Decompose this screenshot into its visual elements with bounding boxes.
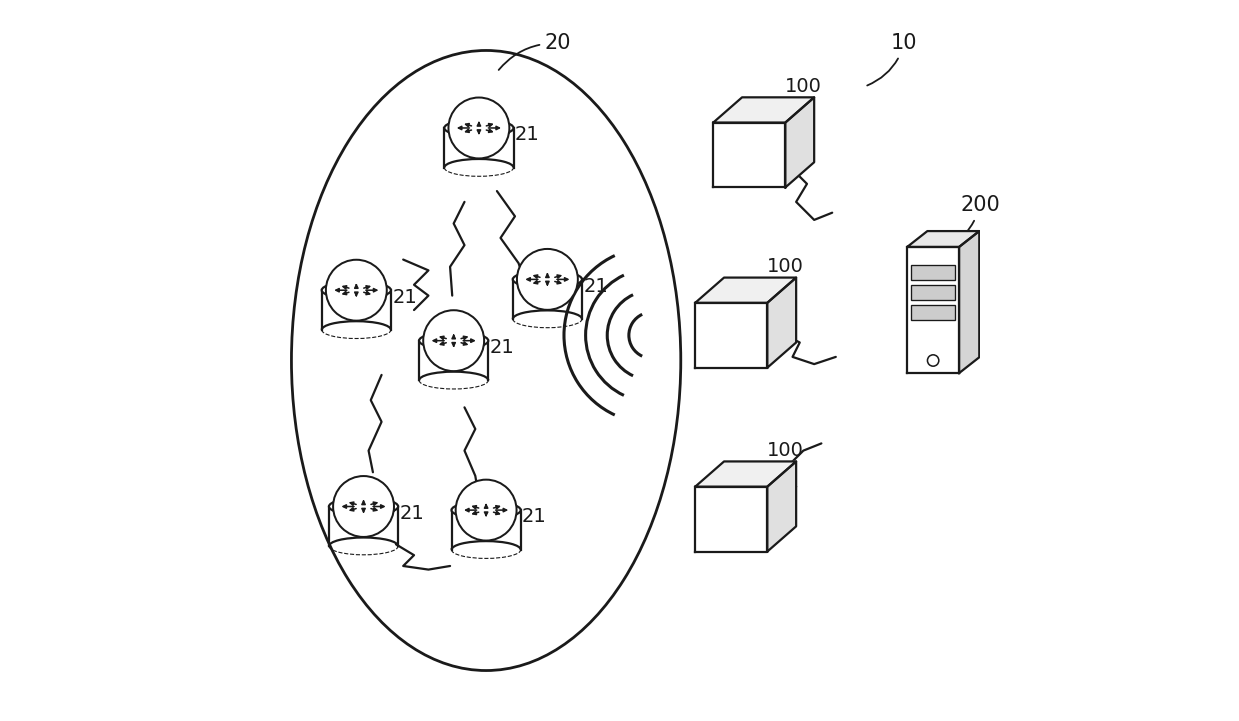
Text: 21: 21 xyxy=(387,504,424,523)
Polygon shape xyxy=(959,231,979,373)
Polygon shape xyxy=(695,487,767,552)
Circle shape xyxy=(517,249,577,310)
Text: 21: 21 xyxy=(509,508,546,526)
Polygon shape xyxy=(695,461,797,487)
Circle shape xyxy=(326,260,387,321)
Ellipse shape xyxy=(291,50,680,671)
Text: 100: 100 xyxy=(741,257,804,340)
Text: 200: 200 xyxy=(950,195,1000,247)
Ellipse shape xyxy=(328,497,398,515)
Polygon shape xyxy=(911,305,955,320)
Polygon shape xyxy=(907,231,979,247)
Circle shape xyxy=(456,479,517,541)
Text: 20: 20 xyxy=(498,33,571,70)
Polygon shape xyxy=(714,123,786,187)
Polygon shape xyxy=(695,303,767,368)
Polygon shape xyxy=(695,278,797,303)
Ellipse shape xyxy=(451,502,520,518)
Polygon shape xyxy=(907,247,959,373)
Polygon shape xyxy=(786,97,814,187)
Polygon shape xyxy=(767,278,797,368)
Circle shape xyxy=(333,476,394,537)
Circle shape xyxy=(449,97,509,159)
Text: 21: 21 xyxy=(502,125,540,144)
Polygon shape xyxy=(911,285,955,300)
Polygon shape xyxy=(714,97,814,123)
Polygon shape xyxy=(911,265,955,280)
Ellipse shape xyxy=(419,332,488,350)
Ellipse shape xyxy=(322,281,392,298)
Polygon shape xyxy=(767,461,797,552)
Text: 100: 100 xyxy=(741,441,804,524)
Text: 21: 21 xyxy=(379,288,418,306)
Text: 21: 21 xyxy=(477,338,514,357)
Text: 21: 21 xyxy=(571,277,608,296)
Circle shape xyxy=(928,355,939,366)
Ellipse shape xyxy=(445,119,513,137)
Ellipse shape xyxy=(513,271,582,288)
Text: 100: 100 xyxy=(758,77,821,160)
Text: 10: 10 xyxy=(867,33,918,86)
Circle shape xyxy=(424,310,484,371)
